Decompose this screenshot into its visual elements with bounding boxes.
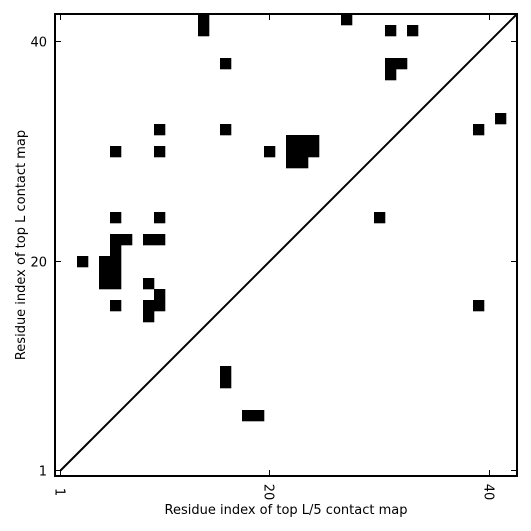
contact-cell <box>99 256 111 268</box>
axis-ticks <box>55 14 517 476</box>
x-axis-label: Residue index of top L/5 contact map <box>165 503 408 518</box>
y-tick-label: 40 <box>30 36 47 51</box>
contact-cell <box>374 212 386 224</box>
contact-cell <box>198 25 210 37</box>
contact-cell <box>110 256 122 268</box>
contact-cell <box>110 234 122 246</box>
contact-cell <box>297 146 309 158</box>
contact-cell <box>110 245 122 257</box>
contact-cell <box>253 410 265 422</box>
contact-cell <box>143 311 155 323</box>
contact-cells <box>77 14 507 422</box>
contact-cell <box>297 157 309 169</box>
contact-cell <box>385 69 397 81</box>
contact-cell <box>220 366 232 378</box>
contact-cell <box>220 377 232 389</box>
contact-cell <box>110 300 122 312</box>
contact-cell <box>154 212 166 224</box>
contact-cell <box>308 135 320 147</box>
y-tick-label: 20 <box>30 256 47 271</box>
contact-cell <box>495 113 507 125</box>
contact-cell <box>396 58 408 70</box>
x-tick-label: 20 <box>261 484 276 501</box>
x-tick-label: 40 <box>481 484 496 501</box>
contact-cell <box>154 124 166 136</box>
contact-cell <box>143 234 155 246</box>
contact-cell <box>121 234 133 246</box>
contact-cell <box>220 58 232 70</box>
diagonal-line <box>59 13 518 472</box>
contact-cell <box>110 146 122 158</box>
contact-cell <box>407 25 419 37</box>
y-axis-label: Residue index of top L contact map <box>14 130 29 360</box>
contact-cell <box>110 278 122 290</box>
contact-cell <box>286 157 298 169</box>
x-tick-label: 1 <box>52 488 67 496</box>
contact-cell <box>99 278 111 290</box>
contact-cell <box>154 300 166 312</box>
contact-cell <box>154 289 166 301</box>
tick-labels: 1 20 40 1 20 40 <box>30 36 495 501</box>
contact-cell <box>154 234 166 246</box>
contact-cell <box>198 14 210 26</box>
contact-cell <box>264 146 276 158</box>
contact-cell <box>473 124 485 136</box>
contact-cell <box>242 410 254 422</box>
contact-cell <box>385 25 397 37</box>
contact-cell <box>99 267 111 279</box>
contact-cell <box>385 58 397 70</box>
contact-cell <box>341 14 353 26</box>
contact-cell <box>110 267 122 279</box>
contact-cell <box>297 135 309 147</box>
contact-cell <box>473 300 485 312</box>
contact-cell <box>143 278 155 290</box>
y-tick-label: 1 <box>39 465 47 480</box>
contact-cell <box>286 135 298 147</box>
contact-cell <box>77 256 89 268</box>
contact-cell <box>154 146 166 158</box>
contact-cell <box>143 300 155 312</box>
contact-cell <box>286 146 298 158</box>
contact-cell <box>308 146 320 158</box>
plot-frame <box>54 13 518 477</box>
contact-cell <box>110 212 122 224</box>
contact-cell <box>220 124 232 136</box>
